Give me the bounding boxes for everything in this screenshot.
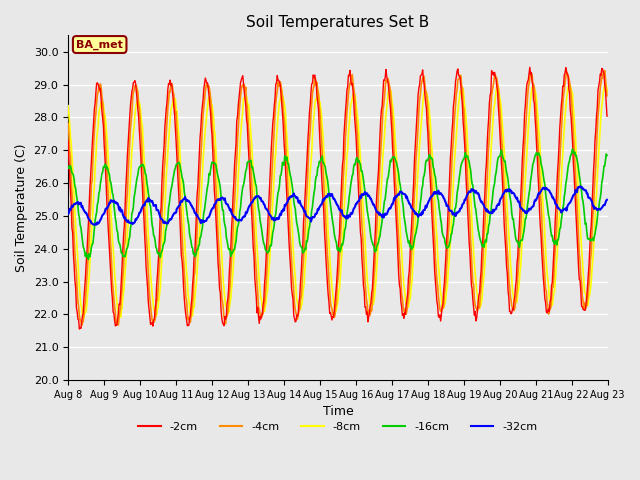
Y-axis label: Soil Temperature (C): Soil Temperature (C) <box>15 144 28 272</box>
X-axis label: Time: Time <box>323 405 353 418</box>
Text: BA_met: BA_met <box>76 39 123 49</box>
Title: Soil Temperatures Set B: Soil Temperatures Set B <box>246 15 429 30</box>
Legend: -2cm, -4cm, -8cm, -16cm, -32cm: -2cm, -4cm, -8cm, -16cm, -32cm <box>134 418 542 436</box>
